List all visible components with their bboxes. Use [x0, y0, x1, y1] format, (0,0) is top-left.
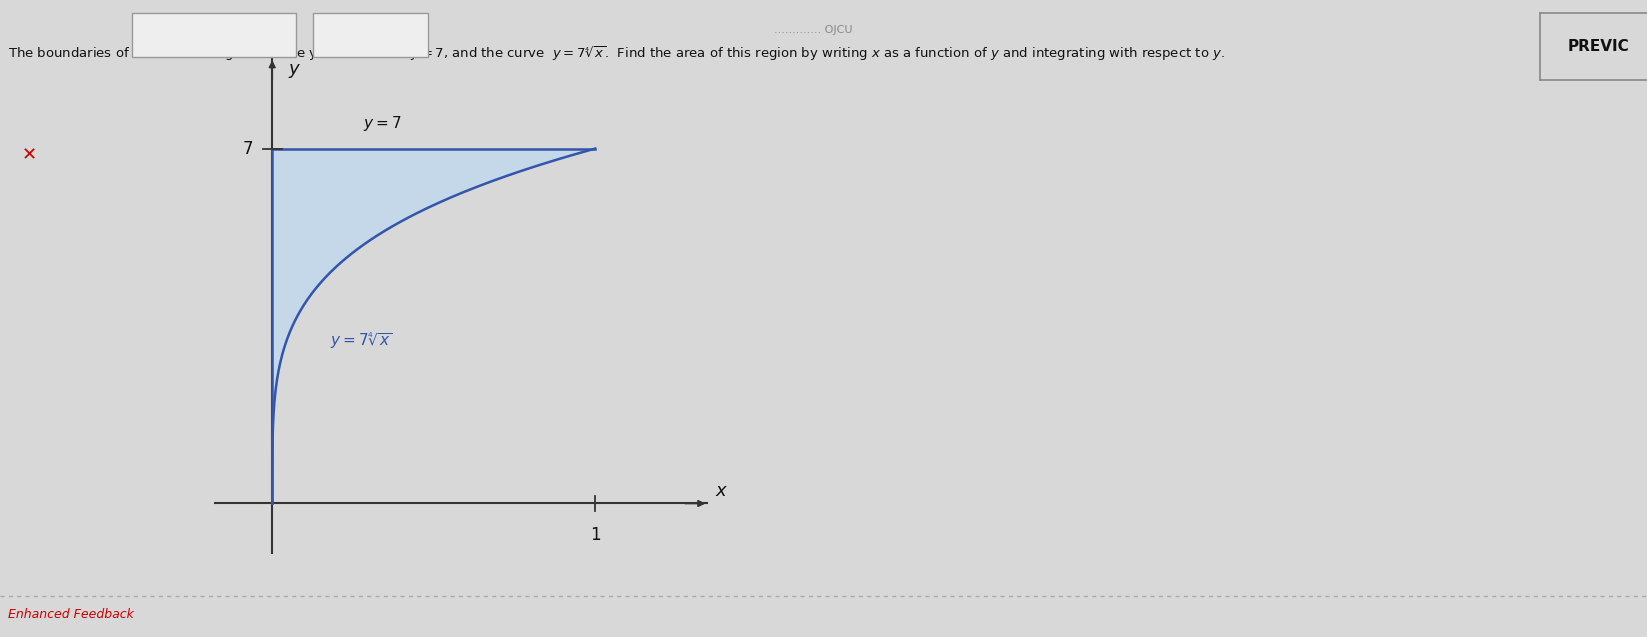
Text: $x$: $x$: [715, 482, 728, 500]
Text: 7: 7: [242, 140, 254, 157]
Text: ............. OJCU: ............. OJCU: [774, 25, 853, 36]
Text: $y$: $y$: [288, 62, 301, 80]
Text: $y=7$: $y=7$: [362, 114, 402, 132]
Text: $y=7\sqrt[4]{x}$: $y=7\sqrt[4]{x}$: [331, 331, 392, 351]
Text: Enhanced Feedback: Enhanced Feedback: [8, 608, 133, 621]
Text: The boundaries of the shaded region are the y-axis, the line $y = 7$, and the cu: The boundaries of the shaded region are …: [8, 45, 1225, 64]
Text: 1: 1: [590, 526, 601, 544]
Text: ✕: ✕: [21, 147, 36, 164]
Text: PREVIC: PREVIC: [1568, 39, 1629, 54]
